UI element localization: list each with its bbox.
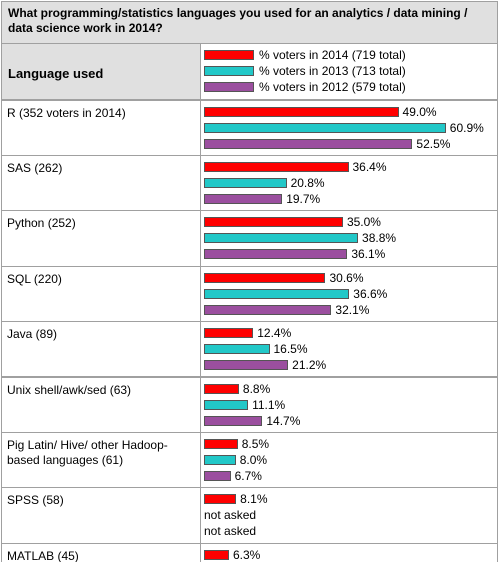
header-cell: Language used: [1, 43, 201, 100]
category-label: Java (89): [7, 327, 58, 342]
bar: [204, 470, 231, 481]
value-label: 30.6%: [329, 270, 364, 285]
bar: [204, 138, 413, 149]
value-label: 8.8%: [242, 381, 271, 396]
bar: [204, 193, 283, 204]
bar: [204, 494, 237, 505]
bar: [204, 415, 263, 426]
value-label: 8.1%: [240, 492, 268, 507]
bar: [204, 549, 229, 560]
value-label: 8.5%: [241, 436, 270, 451]
value-label: 36.1%: [351, 247, 386, 262]
legend-label: % voters in 2013 (713 total): [259, 64, 406, 78]
category-label: Pig Latin/ Hive/ other Hadoop-based lang…: [7, 437, 168, 467]
bar: [204, 106, 399, 117]
value-label: 19.7%: [286, 191, 321, 206]
category-label: SAS (262): [7, 160, 63, 175]
bar: [204, 122, 446, 133]
value-label: 60.9%: [449, 120, 484, 135]
bar: [204, 328, 254, 339]
category-header: Language used: [8, 66, 104, 81]
value-label: 16.5%: [273, 342, 308, 357]
bar: [204, 288, 350, 299]
value-label: 21.2%: [292, 358, 327, 373]
bar: [204, 360, 289, 371]
legend-label: % voters in 2014 (719 total): [259, 48, 406, 62]
bar: [204, 249, 348, 260]
row-bar-cell: [200, 542, 498, 562]
bar: [204, 399, 249, 410]
value-label: not asked: [204, 524, 257, 539]
value-label: 11.1%: [252, 397, 286, 412]
bar: [204, 233, 359, 244]
title-cell: What programming/statistics languages yo…: [1, 1, 498, 44]
bar: [204, 383, 239, 394]
value-label: 6.3%: [233, 547, 261, 562]
category-label: SQL (220): [7, 271, 62, 286]
bar: [204, 272, 326, 283]
bar: [204, 454, 236, 465]
legend-swatch: [204, 66, 254, 76]
value-label: 12.4%: [257, 326, 292, 341]
value-label: 20.8%: [290, 175, 325, 190]
bar: [204, 217, 343, 228]
category-label: Unix shell/awk/sed (63): [7, 382, 132, 397]
bar: [204, 177, 287, 188]
category-label: MATLAB (45): [7, 548, 79, 562]
value-label: 14.7%: [266, 413, 301, 428]
value-label: 8.0%: [239, 452, 268, 467]
bar: [204, 344, 270, 355]
value-label: 36.6%: [353, 286, 388, 301]
category-label: SPSS (58): [7, 493, 64, 508]
bar: [204, 161, 349, 172]
value-label: 52.5%: [416, 136, 451, 151]
chart-title: What programming/statistics languages yo…: [8, 6, 468, 35]
legend-swatch: [204, 82, 254, 92]
value-label: 35.0%: [346, 215, 381, 230]
category-label: Python (252): [7, 216, 76, 231]
value-label: 32.1%: [335, 302, 370, 317]
category-label: R (352 voters in 2014): [7, 105, 126, 120]
value-label: 49.0%: [402, 104, 437, 119]
bar: [204, 304, 332, 315]
value-label: 6.7%: [234, 468, 262, 483]
value-label: 36.4%: [352, 159, 387, 174]
bar: [204, 438, 238, 449]
value-label: 38.8%: [362, 231, 397, 246]
legend-label: % voters in 2012 (579 total): [259, 80, 406, 94]
legend-swatch: [204, 50, 254, 60]
value-label: not asked: [204, 508, 257, 523]
